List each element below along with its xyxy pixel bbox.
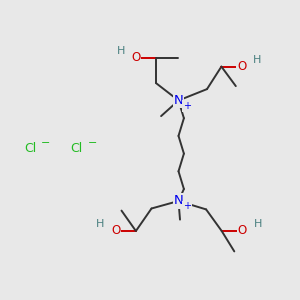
Text: O: O — [111, 224, 120, 238]
Text: H: H — [117, 46, 125, 56]
Text: +: + — [183, 101, 191, 111]
Text: H: H — [254, 219, 262, 230]
Text: H: H — [96, 219, 104, 230]
Text: H: H — [253, 55, 262, 65]
Text: +: + — [183, 201, 191, 212]
Text: O: O — [131, 51, 140, 64]
Text: N: N — [174, 94, 183, 107]
Text: −: − — [41, 138, 50, 148]
Text: O: O — [238, 224, 247, 238]
Text: Cl: Cl — [70, 142, 83, 155]
Text: O: O — [237, 60, 246, 73]
Text: N: N — [174, 194, 183, 208]
Text: Cl: Cl — [24, 142, 36, 155]
Text: −: − — [87, 138, 97, 148]
